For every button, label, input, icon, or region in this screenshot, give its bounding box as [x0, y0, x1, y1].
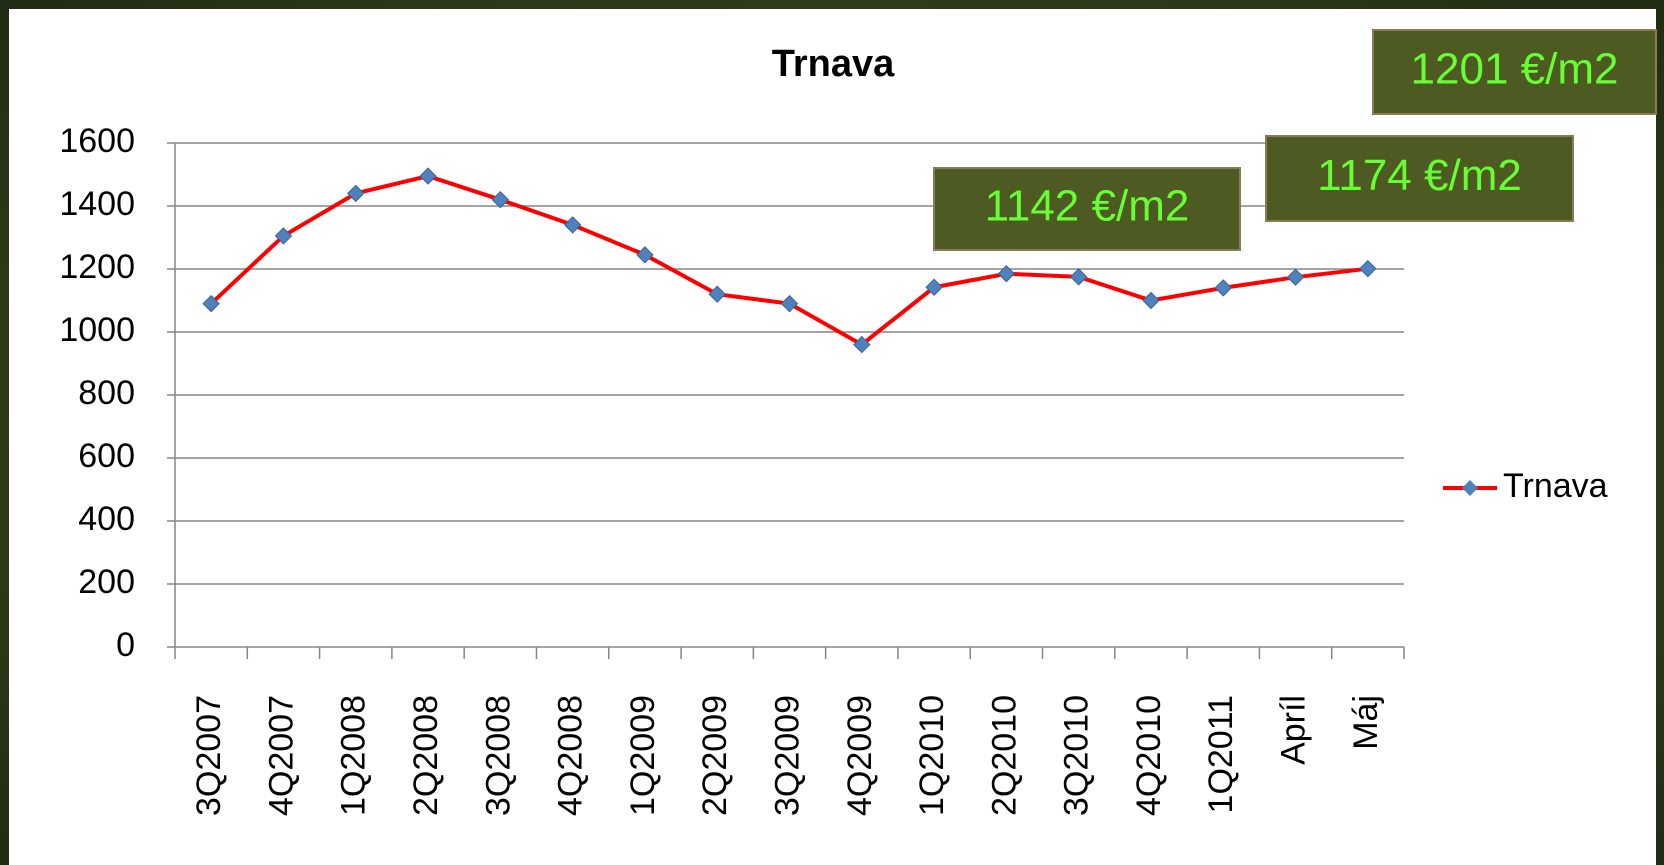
y-tick-label: 800	[78, 374, 135, 412]
annotation-box	[933, 167, 1241, 251]
x-tick-label: 1Q2011	[1202, 695, 1240, 813]
y-tick-label: 600	[78, 437, 135, 475]
legend-marker	[1462, 480, 1478, 496]
chart-title: Trnava	[772, 43, 895, 85]
x-tick-label: Apríl	[1275, 695, 1313, 765]
marker	[1286, 268, 1305, 286]
x-tick-label: 4Q2010	[1130, 695, 1168, 816]
annotation-box	[1372, 29, 1657, 115]
x-tick-label: 3Q2010	[1058, 695, 1096, 816]
marker	[1214, 279, 1232, 297]
y-tick-label: 1400	[59, 185, 135, 223]
x-tick-label: 2Q2009	[696, 695, 734, 816]
annotation: 1174 €/m2	[1317, 151, 1522, 200]
x-tick-label: 3Q2009	[768, 695, 806, 816]
x-tick-label: 3Q2007	[190, 695, 228, 816]
y-tick-label: 1200	[59, 248, 135, 286]
x-tick-label: 2Q2008	[407, 695, 445, 816]
x-tick-label: 2Q2010	[985, 695, 1023, 816]
marker	[1142, 291, 1160, 310]
y-tick-label: 200	[78, 563, 135, 601]
x-tick-label: 1Q2010	[913, 695, 951, 816]
marker	[925, 278, 943, 296]
x-tick-label: 4Q2008	[552, 695, 590, 816]
marker	[274, 227, 293, 245]
annotation: 1201 €/m2	[1411, 45, 1619, 94]
y-tick-label: 1600	[59, 122, 135, 160]
x-tick-label: 1Q2009	[624, 695, 662, 816]
y-tick-label: 400	[78, 500, 135, 538]
marker	[708, 285, 726, 303]
marker	[563, 216, 582, 234]
annotation: 1142 €/m2	[985, 182, 1190, 231]
x-tick-label: 4Q2009	[841, 695, 879, 816]
marker	[347, 184, 365, 203]
marker	[853, 335, 871, 354]
marker	[1359, 259, 1377, 278]
marker	[1069, 268, 1088, 286]
annotation-box	[1265, 135, 1574, 222]
marker	[636, 246, 654, 264]
marker	[202, 294, 220, 313]
legend-label: Trnava	[1503, 467, 1608, 505]
marker	[419, 167, 437, 185]
marker	[997, 265, 1016, 283]
x-tick-label: Máj	[1347, 695, 1385, 750]
y-tick-label: 0	[116, 626, 135, 664]
marker	[780, 294, 799, 313]
x-tick-label: 3Q2008	[479, 695, 517, 816]
marker	[491, 190, 510, 209]
x-tick-label: 4Q2007	[262, 695, 300, 816]
x-tick-label: 1Q2008	[335, 695, 373, 816]
y-tick-label: 1000	[59, 311, 135, 349]
